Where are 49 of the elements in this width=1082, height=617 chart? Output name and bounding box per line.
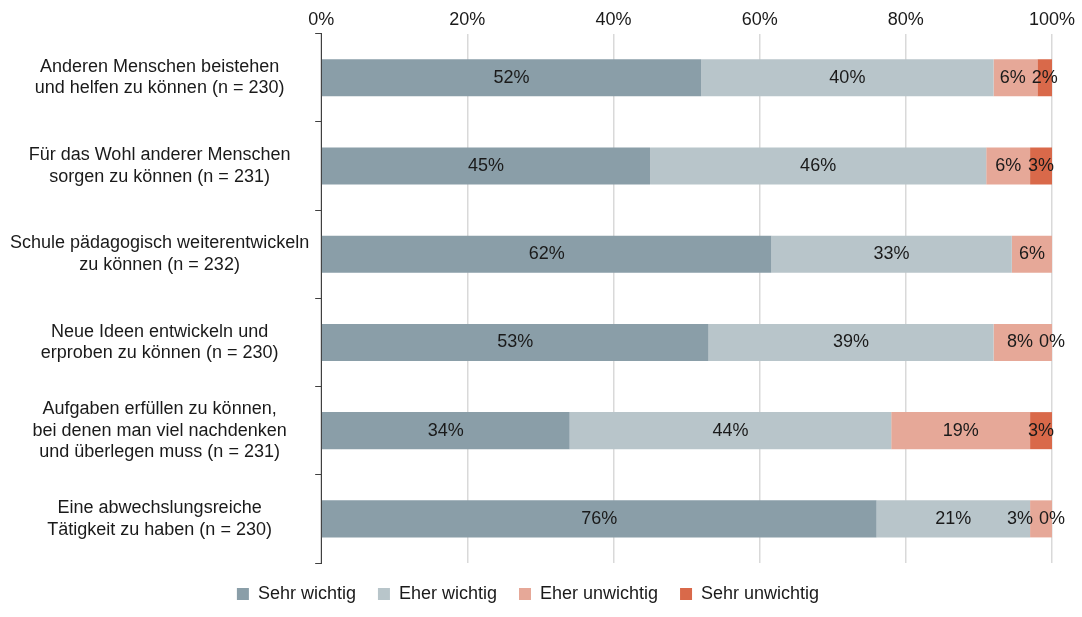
data-label: 34% [427, 419, 464, 440]
data-label: 44% [712, 419, 749, 440]
legend-label: Sehr unwichtig [701, 582, 820, 603]
x-tick-label: 100% [1028, 8, 1076, 29]
legend-label: Eher unwichtig [539, 582, 659, 603]
data-label: 40% [829, 66, 866, 87]
data-label: 39% [833, 331, 870, 352]
data-label: 52% [493, 66, 530, 87]
legend-label: Sehr wichtig [257, 582, 356, 603]
bar [321, 59, 702, 97]
bar [650, 147, 987, 185]
legend-label: Eher wichtig [398, 582, 497, 603]
y-tick-label: Anderen Menschen beistehen und helfen zu können (n = 230) [34, 55, 285, 98]
bar [891, 412, 1031, 450]
x-tick-label: 20% [449, 8, 486, 29]
bar [321, 323, 709, 361]
data-label: 45% [467, 154, 504, 175]
data-label: 33% [873, 243, 910, 264]
x-tick-label: 40% [595, 8, 632, 29]
y-tick-label: Eine abwechslungsreiche Tätigkeit zu haben (n = 230) [47, 497, 272, 539]
data-label: 3% [1006, 507, 1033, 528]
data-label: 21% [935, 507, 972, 528]
bar [321, 235, 772, 273]
data-label: 53% [497, 331, 534, 352]
x-tick-label: 60% [741, 8, 778, 29]
y-tick-label: Neue Ideen entwickeln und erproben zu können (n = 230) [40, 320, 279, 363]
data-label: 76% [581, 507, 618, 528]
bar [708, 323, 994, 361]
bar [569, 412, 892, 450]
bar [321, 500, 877, 538]
y-tick-label: Für das Wohl anderer Menschen sorgen zu können (n = 231) [28, 144, 291, 186]
y-tick-label: Schule pädagogisch weiterentwickeln zu können (n = 232) [10, 232, 310, 274]
bar [771, 235, 1012, 273]
data-label: 0% [1038, 331, 1066, 352]
data-label: 8% [1006, 331, 1033, 352]
bar [701, 59, 994, 97]
data-label: 19% [942, 419, 979, 440]
bar [321, 147, 651, 185]
data-label: 0% [1038, 507, 1066, 528]
data-label: 6% [995, 154, 1022, 175]
data-label: 6% [999, 66, 1026, 87]
x-tick-label: 0% [308, 8, 335, 29]
bar [321, 412, 570, 450]
x-tick-label: 80% [887, 8, 924, 29]
data-label: 46% [800, 154, 837, 175]
data-label: 62% [528, 243, 565, 264]
y-tick-label: Aufgaben erfüllen zu können, bei denen man viel nachdenken und überlegen muss (n = 231) [32, 398, 287, 462]
data-label: 6% [1018, 243, 1045, 264]
bar [876, 500, 1031, 538]
